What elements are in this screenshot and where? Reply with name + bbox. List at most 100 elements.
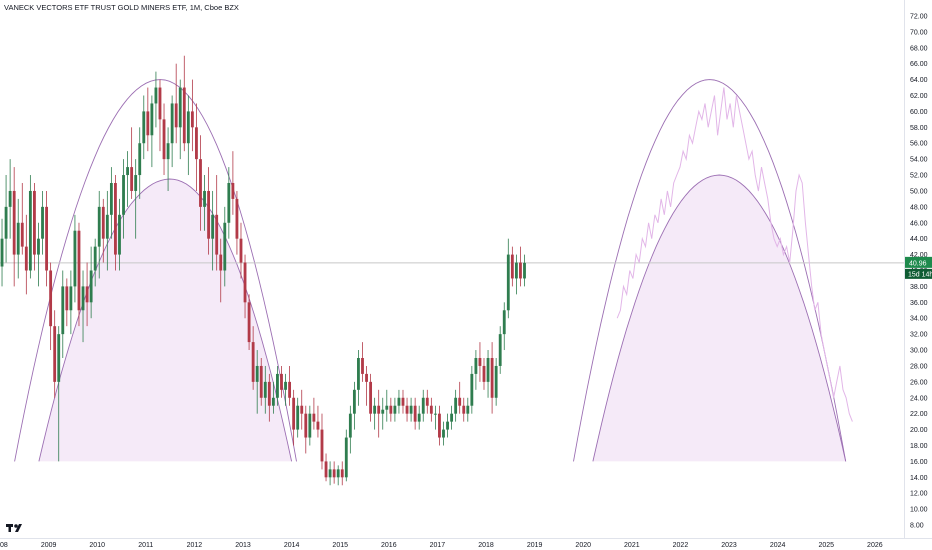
candle-body [235,198,239,239]
candle-body [263,381,267,398]
candle-body [340,469,344,478]
candle-body [288,381,292,398]
candle-body [429,405,433,414]
y-tick-label: 52.00 [910,173,928,180]
candle-body [8,190,12,207]
candle-body [421,397,425,414]
candle-body [478,358,482,366]
x-tick-label: 2019 [527,542,543,549]
y-tick-label: 20.00 [910,427,928,434]
candle-body [519,262,522,279]
candle-body [16,222,20,255]
countdown-label: 15d 14h [908,271,932,278]
candle-body [365,373,368,382]
candle-body [65,286,69,311]
tradingview-logo-icon [6,524,22,532]
y-tick-label: 16.00 [910,459,928,466]
candle-body [381,409,385,414]
y-tick-label: 26.00 [910,379,928,386]
candle-body [0,238,4,267]
candle-body [405,405,409,414]
chart-title: VANECK VECTORS ETF TRUST GOLD MINERS ETF… [4,3,239,12]
candle-body [12,190,16,255]
candle-body [89,270,93,303]
y-tick-label: 48.00 [910,204,928,211]
y-tick-label: 38.00 [910,284,928,291]
candle-body [336,469,340,478]
candle-body [304,413,308,438]
x-tick-label: 2024 [770,542,786,549]
arc-line [14,79,297,462]
candle-body [223,222,227,271]
x-tick-label: 2008 [0,542,8,549]
candle-body [450,413,454,422]
y-tick-label: 64.00 [910,77,928,84]
candle-body [498,334,502,366]
x-tick-label: 2015 [332,542,348,549]
candle-body [377,405,381,414]
x-tick-label: 2022 [673,542,689,549]
candle-body [178,87,182,128]
candle-body [150,103,154,136]
candle-body [369,381,373,414]
arc-line [592,174,847,462]
candle-body [105,214,109,239]
candle-body [53,326,57,382]
candle-body [433,413,437,415]
candle-body [166,143,170,160]
countdown-badge [905,268,932,279]
candle-body [458,397,462,406]
candle-body [514,262,518,279]
y-tick-label: 34.00 [910,316,928,323]
candle-body [4,206,8,239]
x-tick-label: 2014 [284,542,300,549]
logo-dot [14,524,18,528]
candle-body [41,206,44,239]
y-tick-label: 50.00 [910,188,928,195]
candle-body [114,183,117,255]
candle-body [510,254,514,279]
y-tick-label: 72.00 [910,13,928,20]
candle-body [190,111,194,128]
candle-body [300,405,304,414]
x-tick-label: 2012 [187,542,203,549]
y-tick-label: 70.00 [910,29,928,36]
candle-body [69,286,73,311]
candle-body [389,405,393,414]
candle-body [409,405,413,414]
candle-body [118,214,121,255]
candle-body [259,365,263,398]
candle-body [239,238,243,263]
x-tick-label: 2017 [430,542,446,549]
x-tick-label: 2011 [138,542,153,549]
candle-body [324,461,328,478]
candle-body [138,143,142,176]
y-tick-label: 30.00 [910,348,928,355]
x-tick-label: 2018 [478,542,494,549]
candle-body [251,342,255,382]
x-tick-label: 2021 [624,542,640,549]
candle-body [255,365,259,382]
projection-line [616,87,853,422]
arc-line [573,79,847,462]
candle-body [401,397,405,406]
candle-body [284,381,287,390]
candle-body [373,405,377,414]
y-tick-label: 18.00 [910,443,928,450]
candle-body [361,358,364,374]
x-tick-label: 2026 [867,542,883,549]
candle-body [33,190,36,255]
candle-body [45,206,48,271]
candle-body [186,111,190,144]
candle-body [462,405,466,414]
last-price-label: 40.96 [909,260,927,267]
candle-body [425,397,429,406]
candle-body [227,183,231,223]
candle-body [97,206,101,247]
candle-body [442,429,445,438]
candle-body [267,381,271,406]
candle-body [170,103,174,144]
logo-slash [15,524,22,532]
y-tick-label: 66.00 [910,61,928,68]
